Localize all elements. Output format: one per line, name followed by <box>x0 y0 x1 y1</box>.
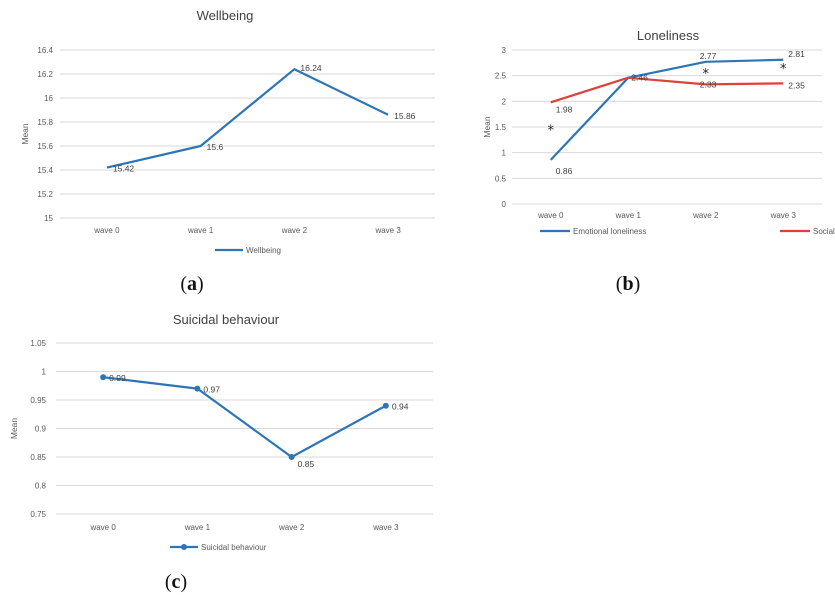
x-tick-label: wave 3 <box>372 523 399 532</box>
y-tick-label: 15.6 <box>37 142 53 151</box>
y-tick-label: 15.2 <box>37 190 53 199</box>
series-line <box>107 69 388 167</box>
x-tick-label: wave 3 <box>374 226 401 235</box>
chart-b: Loneliness 0 0.5 1 1.5 2 2.5 3 Mean wave 0 wave 1 w… <box>482 28 835 295</box>
y-axis-label: Mean <box>482 116 492 138</box>
chart-a: Wellbeing 15 15.2 15.4 15.6 15.8 16 16.2 16.4 Mea… <box>20 8 435 295</box>
x-tick-label: wave 1 <box>184 523 211 532</box>
significance-marker: * <box>780 62 787 77</box>
y-tick-label: 0.75 <box>30 510 46 519</box>
y-tick-label: 1.05 <box>30 339 46 348</box>
y-tick-label: 2 <box>502 97 507 106</box>
y-tick-label: 1 <box>502 149 507 158</box>
x-tick-label: wave 1 <box>187 226 214 235</box>
data-label: 2.77 <box>700 51 717 61</box>
data-point <box>194 386 200 392</box>
y-tick-label: 0.85 <box>30 453 46 462</box>
significance-marker: * <box>548 124 555 139</box>
y-tick-label: 15.4 <box>37 166 53 175</box>
legend-marker <box>181 544 187 550</box>
data-label: 0.85 <box>298 459 315 469</box>
y-tick-label: 1 <box>42 368 47 377</box>
y-tick-label: 2.5 <box>495 72 507 81</box>
y-tick-label: 3 <box>502 46 507 55</box>
chart-title: Wellbeing <box>197 8 254 23</box>
data-point <box>383 403 389 409</box>
panel-label: (b) <box>616 273 640 295</box>
legend-label: Social loneliness <box>813 227 835 236</box>
data-label: 0.97 <box>203 385 220 395</box>
y-tick-label: 16.2 <box>37 70 53 79</box>
data-label: 2.81 <box>788 49 805 59</box>
legend-label: Wellbeing <box>246 246 281 255</box>
chart-title: Suicidal behaviour <box>173 312 280 327</box>
chart-title: Loneliness <box>637 28 700 43</box>
significance-marker: * <box>703 67 710 82</box>
x-tick-label: wave 2 <box>281 226 308 235</box>
y-tick-label: 0.95 <box>30 396 46 405</box>
x-tick-label: wave 0 <box>93 226 120 235</box>
y-tick-label: 0.5 <box>495 174 507 183</box>
y-tick-label: 0.8 <box>35 482 47 491</box>
panel-label: (a) <box>180 273 203 295</box>
y-tick-label: 16 <box>44 94 53 103</box>
y-axis-label: Mean <box>20 123 30 145</box>
data-label: 0.86 <box>556 166 573 176</box>
data-label: 16.24 <box>300 63 322 73</box>
x-tick-label: wave 2 <box>692 211 719 220</box>
chart-c: Suicidal behaviour 0.75 0.8 0.85 0.9 0.95 1 1.0… <box>9 312 433 593</box>
y-tick-label: 15.8 <box>37 118 53 127</box>
x-tick-label: wave 0 <box>537 211 564 220</box>
data-label: 15.42 <box>113 164 135 174</box>
data-point <box>289 454 295 460</box>
y-axis-label: Mean <box>9 418 19 440</box>
legend-label: Suicidal behaviour <box>201 543 267 552</box>
x-tick-label: wave 1 <box>615 211 642 220</box>
data-label: 15.6 <box>207 142 224 152</box>
data-label: 1.98 <box>556 104 573 114</box>
data-point <box>100 374 106 380</box>
panel-label: (c) <box>165 571 187 593</box>
data-label: 2.46 <box>631 73 648 83</box>
y-tick-label: 0.9 <box>35 425 47 434</box>
x-tick-label: wave 0 <box>89 523 116 532</box>
y-tick-label: 0 <box>502 200 507 209</box>
series-line <box>103 377 386 457</box>
y-tick-label: 1.5 <box>495 123 507 132</box>
x-tick-label: wave 2 <box>278 523 305 532</box>
series-line <box>551 78 784 103</box>
x-tick-label: wave 3 <box>770 211 797 220</box>
y-tick-label: 16.4 <box>37 46 53 55</box>
data-label: 15.86 <box>394 111 416 121</box>
legend-label: Emotional loneliness <box>573 227 646 236</box>
data-label: 0.94 <box>392 402 409 412</box>
data-label: 0.99 <box>109 373 126 383</box>
data-label: 2.35 <box>788 80 805 90</box>
y-tick-label: 15 <box>44 214 53 223</box>
series-line <box>551 60 784 160</box>
